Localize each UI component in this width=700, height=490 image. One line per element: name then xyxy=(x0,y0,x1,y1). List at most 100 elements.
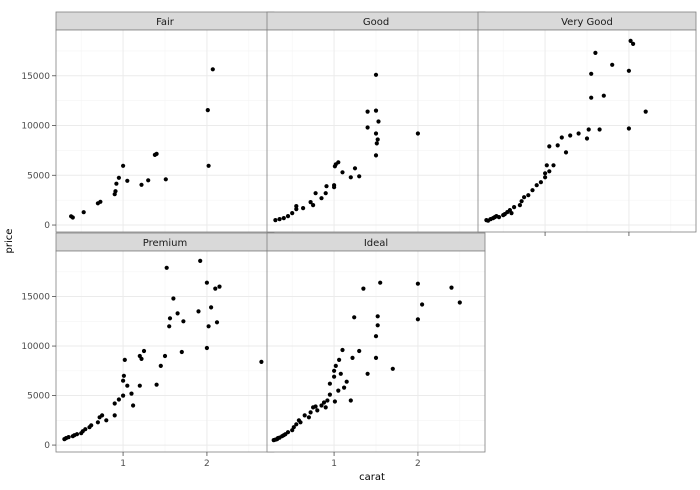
data-point xyxy=(597,127,602,132)
data-point xyxy=(373,153,379,158)
data-point xyxy=(530,188,535,193)
data-point xyxy=(121,373,126,378)
data-point xyxy=(167,324,172,329)
data-point xyxy=(301,206,306,211)
data-point xyxy=(586,127,591,132)
data-point xyxy=(373,131,379,136)
data-point xyxy=(319,403,324,408)
data-point xyxy=(375,314,380,319)
y-tick-label: 0 xyxy=(44,221,50,231)
data-point xyxy=(95,420,100,425)
data-point xyxy=(259,359,264,364)
data-point xyxy=(551,163,556,168)
x-tick-label: 1 xyxy=(120,459,126,469)
data-point xyxy=(631,41,636,47)
data-point xyxy=(543,171,548,176)
data-point xyxy=(291,425,296,430)
facet-strip-label: Very Good xyxy=(561,17,613,28)
data-point xyxy=(298,420,303,425)
data-point xyxy=(74,432,80,437)
data-point xyxy=(181,319,186,324)
data-point xyxy=(332,368,337,373)
data-point xyxy=(496,215,502,220)
data-point xyxy=(348,175,353,180)
data-point xyxy=(100,413,105,418)
data-point xyxy=(333,363,338,368)
data-point xyxy=(70,215,75,220)
data-point xyxy=(338,371,343,376)
data-point xyxy=(538,180,544,185)
data-point xyxy=(112,401,117,406)
data-point xyxy=(332,183,337,188)
data-point xyxy=(340,170,345,175)
data-point xyxy=(206,324,211,329)
data-point xyxy=(294,204,299,209)
data-point xyxy=(340,347,345,353)
data-point xyxy=(365,371,370,376)
data-point xyxy=(543,175,548,180)
data-point xyxy=(415,281,420,286)
y-tick-label: 5000 xyxy=(27,171,50,181)
data-point xyxy=(89,423,94,428)
panel-border xyxy=(477,29,697,233)
data-point xyxy=(576,131,581,136)
data-point xyxy=(325,398,330,403)
facet-strip-label: Ideal xyxy=(364,238,388,249)
data-point xyxy=(139,182,144,187)
data-point xyxy=(210,67,215,72)
data-point xyxy=(547,144,552,149)
data-point xyxy=(415,131,420,136)
data-point xyxy=(290,211,295,216)
data-point xyxy=(66,435,71,440)
data-point xyxy=(302,413,307,418)
data-point xyxy=(327,392,332,397)
data-point xyxy=(179,349,184,355)
data-point xyxy=(129,391,134,396)
data-point xyxy=(375,137,380,142)
y-tick-label: 15000 xyxy=(21,293,50,303)
data-point xyxy=(313,191,318,196)
data-point xyxy=(315,408,320,413)
facet-panel-fair: Fair 0 5000 10000 15000 xyxy=(21,11,275,233)
data-point xyxy=(313,404,318,409)
data-point xyxy=(373,108,379,113)
data-point xyxy=(206,163,211,168)
data-point xyxy=(337,357,342,362)
y-tick-label: 15000 xyxy=(21,72,50,82)
data-point xyxy=(357,348,362,354)
data-point xyxy=(568,133,573,138)
data-point xyxy=(205,108,210,113)
data-point xyxy=(213,286,218,291)
data-point xyxy=(522,195,527,200)
data-point xyxy=(323,405,328,410)
data-point xyxy=(319,196,324,201)
data-point xyxy=(373,72,379,77)
data-point xyxy=(350,355,355,360)
data-point xyxy=(112,413,117,418)
facet-panel-very-good: Very Good xyxy=(477,11,697,236)
data-point xyxy=(308,200,313,205)
data-point xyxy=(643,109,648,114)
data-point xyxy=(198,258,203,263)
data-point xyxy=(365,125,370,130)
data-point xyxy=(378,280,383,285)
facet-panel-premium: Premium 0 5000 10000 15000 1 2 xyxy=(21,232,275,469)
data-point xyxy=(154,382,159,387)
data-point xyxy=(555,143,560,148)
data-point xyxy=(146,178,151,183)
data-point xyxy=(114,181,119,186)
y-tick-label: 10000 xyxy=(21,122,50,132)
data-point xyxy=(306,415,311,420)
data-point xyxy=(415,317,420,322)
data-point xyxy=(104,418,109,423)
data-point xyxy=(601,93,606,98)
data-point xyxy=(449,285,454,290)
data-point xyxy=(83,427,88,432)
data-point xyxy=(610,62,615,67)
data-point xyxy=(327,381,332,386)
data-point xyxy=(348,398,353,403)
data-point xyxy=(162,353,168,359)
data-point xyxy=(167,316,173,321)
data-point xyxy=(139,356,144,361)
